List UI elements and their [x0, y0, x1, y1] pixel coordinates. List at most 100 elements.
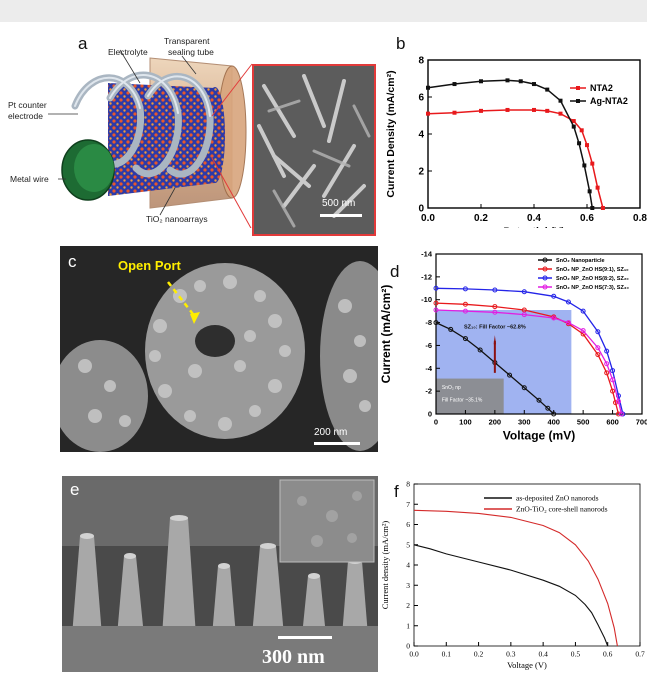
- chart-b-series-point-0: [452, 110, 457, 115]
- chart-d-legend-marker: [542, 284, 548, 290]
- chart-d-series-point-1: [492, 304, 498, 310]
- chart-b-legend-marker: [576, 86, 580, 90]
- chart-b-ytick-label: 6: [418, 92, 424, 103]
- chart-d-xtick-label: 200: [489, 418, 502, 427]
- chart-b-xtick-label: 0.2: [474, 213, 488, 224]
- chart-b-xtick-label: 0.8: [633, 213, 647, 224]
- scalebar-a-line: [320, 214, 362, 217]
- chart-b-series-point-1: [505, 78, 510, 83]
- chart-b-series-point-1: [587, 189, 592, 194]
- chart-d-np-note-2: Fill Factor ~35.1%: [442, 397, 483, 403]
- chart-d-series-point-3: [492, 309, 498, 315]
- chart-d-series-point-0: [536, 397, 542, 403]
- chart-b-series-point-0: [558, 111, 563, 116]
- chart-f: 0.0 0.1 0.2 0.3 0.4 0.5 0.6 0.7 0 1 2 3 4 5 6 7 8 Voltage…: [380, 480, 645, 671]
- chart-d-series-point-0: [433, 320, 439, 326]
- chart-b-ytick-label: 0: [418, 203, 424, 214]
- chart-d-series-point-3: [580, 328, 586, 334]
- chart-b-series-point-0: [532, 107, 536, 112]
- chart-d-series-point-3: [618, 411, 624, 417]
- chart-d-series-point-2: [551, 293, 557, 299]
- chart-d-xtick-label: 500: [577, 418, 590, 427]
- scalebar-a-text: 500 nm: [322, 198, 356, 209]
- label-pt-1: Pt counter: [8, 100, 47, 110]
- chart-b-series-point-0: [479, 108, 483, 113]
- chart-b-series-point-1: [545, 87, 550, 92]
- chart-f-ytick-label: 7: [406, 500, 410, 509]
- chart-d-series-point-2: [580, 308, 586, 314]
- chart-f-xtick-label: 0.2: [474, 650, 484, 659]
- chart-b-series-point-0: [579, 128, 584, 133]
- chart-b-legend-marker: [576, 99, 580, 103]
- open-port-label: Open Port: [118, 258, 181, 273]
- chart-f-ytick-label: 4: [406, 561, 410, 570]
- label-metal-wire: Metal wire: [10, 174, 49, 184]
- sem-image-c: [60, 246, 378, 452]
- chart-d-ytick-label: -6: [425, 341, 432, 350]
- chart-b-ytick-label: 4: [418, 129, 424, 140]
- chart-f-ylabel: Current density (mA/cm²): [380, 521, 390, 610]
- chart-b-series-point-1: [577, 141, 582, 146]
- panel-e-label: e: [70, 480, 80, 499]
- chart-b: 0.0 0.2 0.4 0.6 0.8 0 2 4 6 8 Potential (V) Current…: [385, 55, 647, 229]
- scalebar-c-text: 200 nm: [314, 427, 348, 438]
- chart-f-xtick-label: 0.6: [603, 650, 613, 659]
- chart-f-xtick-label: 0.4: [538, 650, 548, 659]
- chart-d-np-area: [436, 378, 504, 414]
- chart-d-series-point-3: [462, 308, 468, 314]
- chart-d-legend-label: SnO₂ NP_ZnO HS(7:3), SZ₃₀: [556, 285, 629, 291]
- chart-d-legend-marker: [542, 257, 548, 263]
- chart-d-series-point-3: [433, 307, 439, 313]
- chart-b-series-point-0: [545, 108, 550, 113]
- chart-d-series-point-2: [604, 348, 610, 354]
- chart-d-series-point-2: [492, 287, 498, 293]
- chart-b-series-point-1: [571, 124, 576, 129]
- chart-d-series-point-1: [433, 300, 439, 306]
- panel-b: b 0.0 0.2 0.4 0.6 0.8 0 2 4 6 8 Potential (V) Curre…: [378, 28, 647, 228]
- nanoarray-schematic: [48, 49, 253, 228]
- chart-f-series-line-0: [413, 544, 609, 647]
- chart-b-series-line-0: [427, 109, 604, 209]
- chart-b-series-point-1: [452, 82, 457, 87]
- chart-f-xtick-label: 0.1: [442, 650, 452, 659]
- chart-f-legend-label: as-deposited ZnO nanorods: [516, 494, 599, 503]
- chart-f-ytick-label: 3: [406, 581, 410, 590]
- panel-e: e 300 nm: [62, 476, 378, 672]
- label-tio2: TiO₂ nanoarrays: [146, 214, 208, 224]
- chart-d-series-point-2: [462, 286, 468, 292]
- chart-d-ytick-label: -10: [421, 295, 432, 304]
- panel-a: a: [0, 28, 378, 236]
- chart-f-ytick-label: 1: [406, 621, 410, 630]
- chart-b-series-point-1: [479, 79, 483, 84]
- chart-d-series-point-1: [580, 331, 586, 337]
- scalebar-e-text: 300 nm: [262, 646, 325, 668]
- chart-d-xtick-label: 300: [518, 418, 531, 427]
- chart-d-legend-label: SnO₂ Nanoparticle: [556, 258, 605, 264]
- chart-d-ytick-label: -12: [421, 272, 432, 281]
- chart-d-series-line-0: [435, 322, 555, 415]
- chart-b-series-point-0: [590, 161, 595, 166]
- chart-f-xtick-label: 0.7: [635, 650, 645, 659]
- chart-b-series-point-1: [532, 82, 536, 87]
- chart-b-series-point-0: [585, 143, 589, 148]
- chart-b-series-point-1: [426, 85, 430, 90]
- chart-d-series-point-0: [448, 326, 454, 332]
- chart-d-series-point-1: [610, 388, 616, 394]
- chart-d-xtick-label: 400: [547, 418, 560, 427]
- scalebar-e-line: [278, 636, 332, 639]
- chart-b-xlabel: Potential (V): [503, 226, 564, 229]
- chart-d-ytick-label: -14: [421, 250, 433, 259]
- chart-f-legend-label: ZnO-TiO₂ core-shell nanorods: [516, 505, 608, 514]
- chart-d-series-point-0: [521, 385, 527, 391]
- scalebar-c-line: [314, 442, 360, 445]
- chart-f-ytick-label: 0: [406, 642, 410, 651]
- chart-d-series-point-0: [507, 372, 513, 378]
- chart-d-legend-marker: [542, 266, 548, 272]
- chart-f-ytick-label: 8: [406, 480, 410, 489]
- chart-d-series-point-0: [551, 411, 557, 417]
- chart-d-series-point-3: [565, 320, 571, 326]
- chart-d-legend-label: SnO₂ NP_ZnO HS(8:2), SZ₂₀: [556, 276, 629, 282]
- chart-f-ytick-label: 5: [406, 540, 410, 549]
- chart-f-xtick-label: 0.5: [571, 650, 581, 659]
- chart-b-series-point-1: [558, 98, 563, 103]
